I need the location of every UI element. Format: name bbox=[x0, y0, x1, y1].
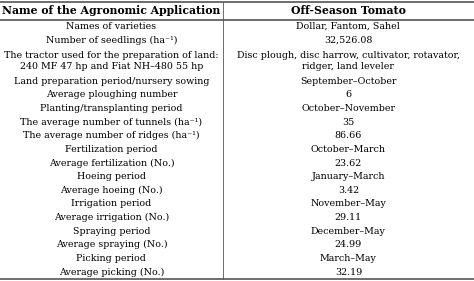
Text: Picking period: Picking period bbox=[76, 254, 146, 263]
Text: Average picking (No.): Average picking (No.) bbox=[59, 268, 164, 277]
Text: Average ploughing number: Average ploughing number bbox=[46, 90, 177, 99]
Text: The average number of ridges (ha⁻¹): The average number of ridges (ha⁻¹) bbox=[23, 131, 200, 140]
Text: November–May: November–May bbox=[310, 200, 386, 209]
Text: Names of varieties: Names of varieties bbox=[66, 22, 156, 31]
Text: 35: 35 bbox=[342, 118, 355, 127]
Text: Dollar, Fantom, Sahel: Dollar, Fantom, Sahel bbox=[296, 22, 401, 31]
Text: Planting/transplanting period: Planting/transplanting period bbox=[40, 104, 182, 113]
Text: Average hoeing (No.): Average hoeing (No.) bbox=[60, 186, 163, 195]
Text: Irrigation period: Irrigation period bbox=[71, 200, 152, 209]
Text: January–March: January–March bbox=[311, 172, 385, 181]
Text: 32.19: 32.19 bbox=[335, 268, 362, 277]
Text: Disc plough, disc harrow, cultivator, rotavator,
ridger, land leveler: Disc plough, disc harrow, cultivator, ro… bbox=[237, 51, 460, 71]
Text: 6: 6 bbox=[346, 90, 351, 99]
Text: 86.66: 86.66 bbox=[335, 131, 362, 140]
Text: The tractor used for the preparation of land:
240 MF 47 hp and Fiat NH–480 55 hp: The tractor used for the preparation of … bbox=[4, 51, 219, 71]
Text: 32,526.08: 32,526.08 bbox=[324, 36, 373, 45]
Text: Land preparation period/nursery sowing: Land preparation period/nursery sowing bbox=[14, 77, 209, 86]
Text: October–November: October–November bbox=[301, 104, 395, 113]
Text: October–March: October–March bbox=[311, 145, 386, 154]
Text: March–May: March–May bbox=[320, 254, 377, 263]
Text: Fertilization period: Fertilization period bbox=[65, 145, 158, 154]
Text: 23.62: 23.62 bbox=[335, 158, 362, 167]
Text: 29.11: 29.11 bbox=[335, 213, 362, 222]
Text: Number of seedlings (ha⁻¹): Number of seedlings (ha⁻¹) bbox=[46, 36, 177, 45]
Text: September–October: September–October bbox=[300, 77, 397, 86]
Text: Average irrigation (No.): Average irrigation (No.) bbox=[54, 213, 169, 222]
Text: 24.99: 24.99 bbox=[335, 241, 362, 250]
Text: The average number of tunnels (ha⁻¹): The average number of tunnels (ha⁻¹) bbox=[20, 117, 202, 127]
Text: December–May: December–May bbox=[311, 227, 386, 236]
Text: Average spraying (No.): Average spraying (No.) bbox=[55, 240, 167, 250]
Text: Hoeing period: Hoeing period bbox=[77, 172, 146, 181]
Text: Spraying period: Spraying period bbox=[73, 227, 150, 236]
Text: Name of the Agronomic Application: Name of the Agronomic Application bbox=[2, 5, 220, 16]
Text: 3.42: 3.42 bbox=[338, 186, 359, 195]
Text: Average fertilization (No.): Average fertilization (No.) bbox=[48, 158, 174, 168]
Text: Off-Season Tomato: Off-Season Tomato bbox=[291, 5, 406, 16]
